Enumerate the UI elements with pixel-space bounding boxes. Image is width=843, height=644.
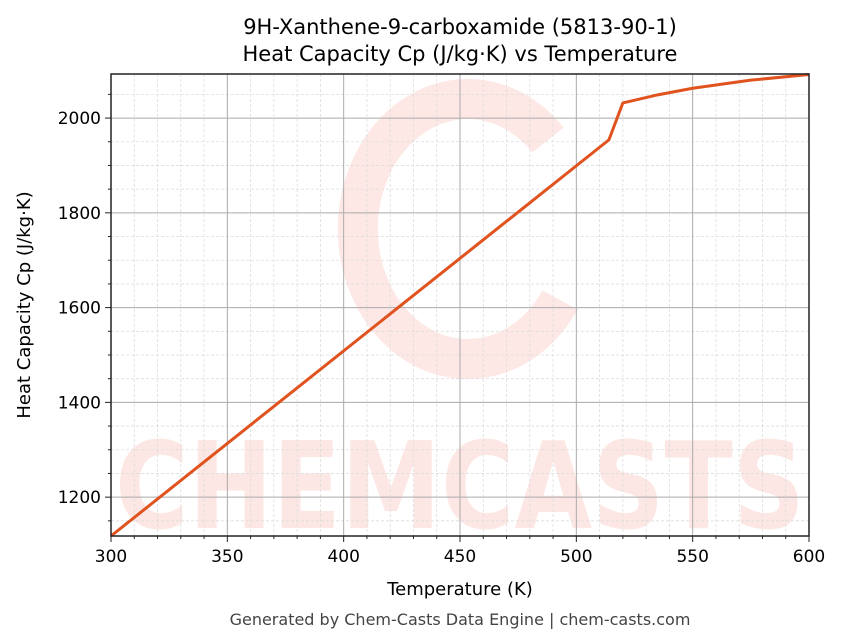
- x-tick-label: 350: [211, 547, 243, 567]
- x-axis-label: Temperature (K): [386, 579, 533, 600]
- x-tick-label: 300: [95, 547, 127, 567]
- series-line-cp: [110, 72, 810, 538]
- y-tick-label: 2000: [58, 109, 101, 129]
- y-tick-label: 1800: [58, 204, 101, 224]
- y-tick-label: 1400: [58, 393, 101, 413]
- x-tick-label: 600: [793, 547, 825, 567]
- x-tick-label: 550: [676, 547, 708, 567]
- y-tick-label: 1600: [58, 299, 101, 319]
- ticks: 300 350 400 450 500 550 600 1200 1400 1600 1800 200…: [58, 93, 825, 567]
- chart-subtitle: Heat Capacity Cp (J/kg·K) vs Temperature: [243, 42, 678, 66]
- footer-credit: Generated by Chem-Casts Data Engine | ch…: [230, 610, 691, 629]
- x-tick-label: 400: [327, 547, 359, 567]
- x-tick-label: 500: [560, 547, 592, 567]
- y-tick-label: 1200: [58, 488, 101, 508]
- y-axis-label: Heat Capacity Cp (J/kg·K): [14, 191, 35, 418]
- x-tick-label: 450: [444, 547, 476, 567]
- chart-title: 9H-Xanthene-9-carboxamide (5813-90-1): [243, 15, 677, 39]
